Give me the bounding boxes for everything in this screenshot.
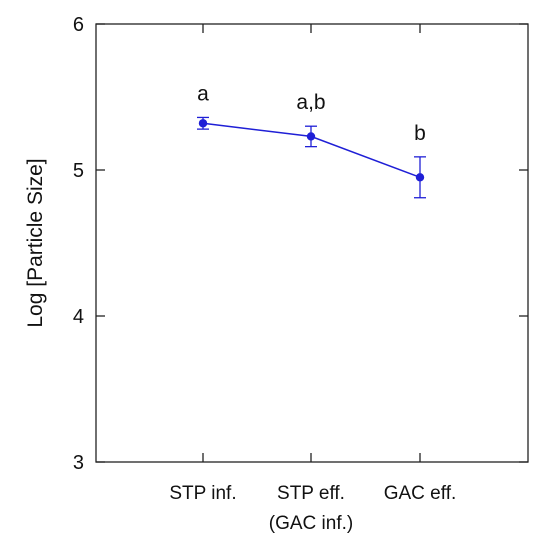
data-point [415,173,425,182]
x-category-label: STP eff. [277,483,345,504]
significance-label: a [197,82,209,105]
data-point [198,119,208,128]
y-tick-label: 3 [73,452,84,474]
y-axis: 3 4 5 6 [73,14,528,474]
x-category-label: GAC eff. [384,483,457,504]
significance-label: a,b [296,91,325,114]
data-series: a a,b b [197,82,426,199]
x-category-label: (GAC inf.) [269,513,353,534]
y-tick-label: 6 [73,14,84,36]
data-point [306,132,316,141]
y-axis-title: Log [Particle Size] [24,158,47,327]
y-tick-label: 5 [73,160,84,182]
plot-frame [95,23,529,463]
significance-label: b [414,122,426,145]
x-axis: STP inf. STP eff. (GAC inf.) GAC eff. [169,24,456,534]
y-tick-label: 4 [73,306,84,328]
x-category-label: STP inf. [169,483,236,504]
